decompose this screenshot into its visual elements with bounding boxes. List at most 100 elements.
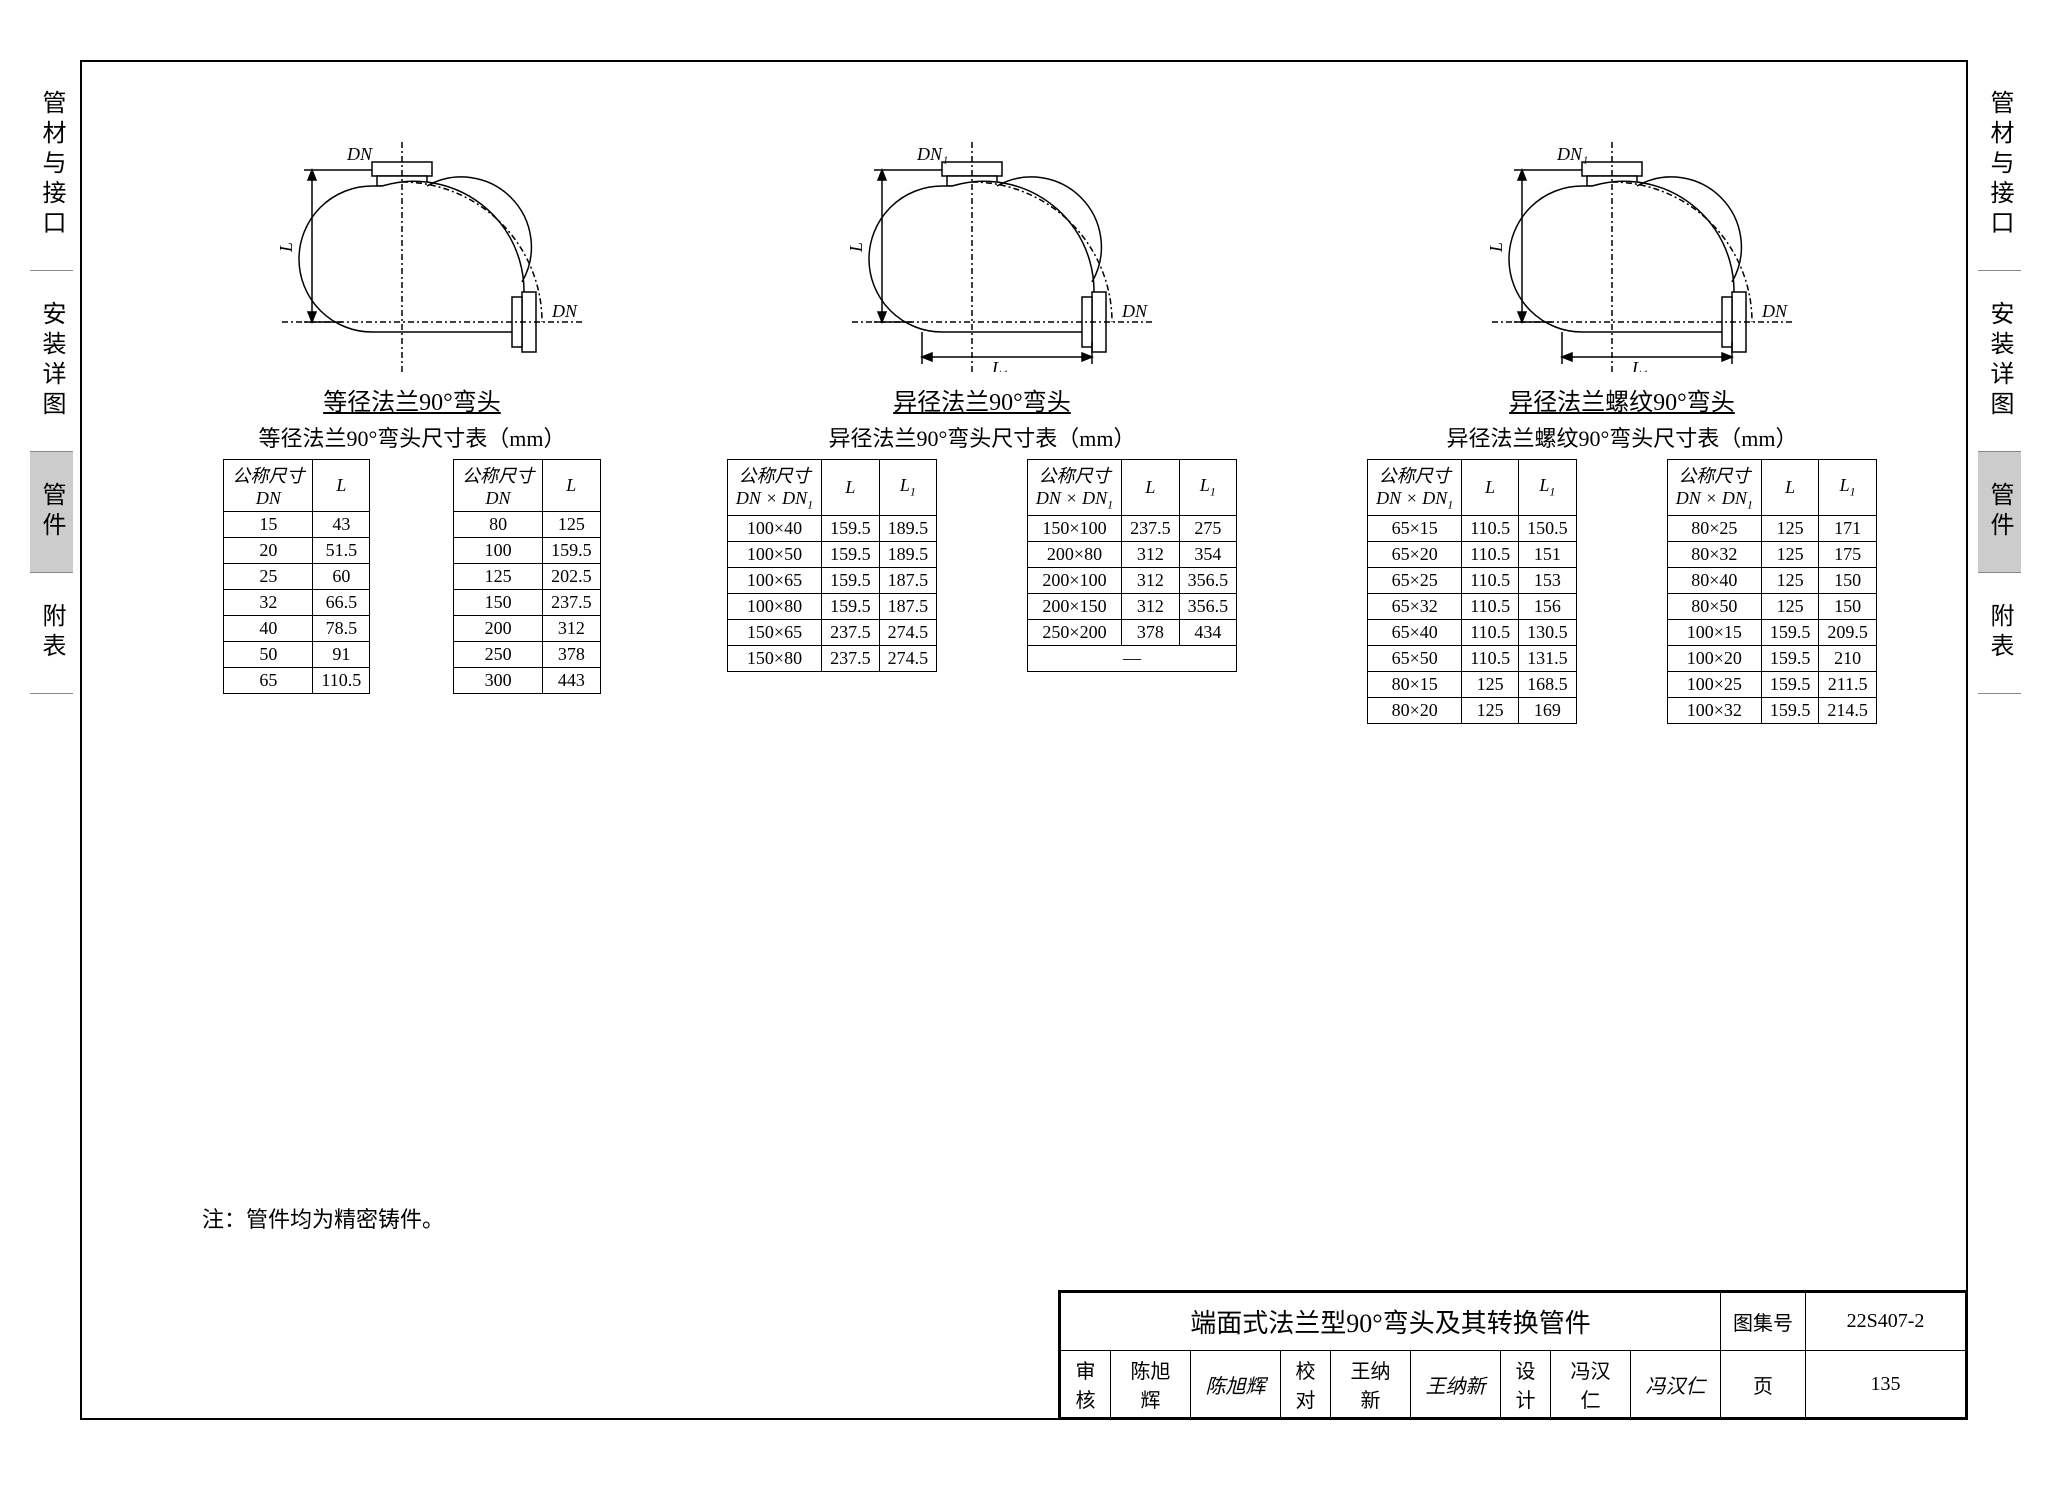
dimension-table: 公称尺寸DN × DN1LL1100×40159.5189.5100×50159… — [727, 459, 937, 672]
person-name: 陈旭辉 — [1111, 1351, 1191, 1418]
role-label: 审核 — [1061, 1351, 1111, 1418]
table-cell: 312 — [543, 616, 601, 642]
side-tab[interactable]: 管材与接口 — [30, 60, 73, 271]
table-cell: 80×50 — [1667, 593, 1761, 619]
table-cell: 274.5 — [879, 619, 937, 645]
elbow-section: DN L DN 等径法兰90°弯头等径法兰90°弯头尺寸表（mm）公称尺寸DNL… — [182, 142, 642, 694]
table-cell: 312 — [1122, 593, 1180, 619]
table-row: 4078.5 — [224, 616, 370, 642]
table-cell: 274.5 — [879, 645, 937, 671]
table-cell: 159.5 — [822, 515, 880, 541]
table-cell: 131.5 — [1519, 645, 1577, 671]
side-tab[interactable]: 安装详图 — [30, 271, 73, 452]
table-row: 250378 — [454, 642, 601, 668]
table-pair: 公称尺寸DN × DN1LL165×15110.5150.565×20110.5… — [1322, 459, 1922, 724]
table-cell: 237.5 — [1122, 515, 1180, 541]
table-cell: 200×100 — [1027, 567, 1121, 593]
table-cell: 171 — [1819, 515, 1877, 541]
table-cell: 80×40 — [1667, 567, 1761, 593]
elbow-section: DN₁ L L₁ DN 异径法兰螺纹90°弯头异径法兰螺纹90°弯头尺寸表（mm… — [1322, 142, 1922, 724]
table-cell: 209.5 — [1819, 619, 1877, 645]
table-cell: 51.5 — [313, 538, 370, 564]
page-label: 页 — [1721, 1351, 1806, 1418]
table-row: 250×200378434 — [1027, 619, 1236, 645]
table-row: 200×80312354 — [1027, 541, 1236, 567]
table-header: L1 — [1179, 460, 1237, 516]
table-cell: 169 — [1519, 697, 1577, 723]
table-cell: 66.5 — [313, 590, 370, 616]
table-cell: 125 — [1761, 541, 1819, 567]
table-cell: 443 — [543, 668, 601, 694]
table-row: 65×20110.5151 — [1368, 541, 1577, 567]
table-cell: 150.5 — [1519, 515, 1577, 541]
table-row: 1543 — [224, 512, 370, 538]
content-area: DN L DN 等径法兰90°弯头等径法兰90°弯头尺寸表（mm）公称尺寸DNL… — [182, 142, 2030, 724]
table-cell: 110.5 — [1462, 515, 1519, 541]
signature: 王纳新 — [1411, 1351, 1501, 1418]
elbow-diagram: DN₁ L L₁ DN — [1432, 142, 1812, 372]
table-pair: 公称尺寸DN × DN1LL1100×40159.5189.5100×50159… — [682, 459, 1282, 672]
table-cell: 65 — [224, 668, 313, 694]
table-cell: 110.5 — [313, 668, 370, 694]
table-cell: 32 — [224, 590, 313, 616]
dim-label: DN₁ — [916, 144, 948, 164]
role-label: 校对 — [1281, 1351, 1331, 1418]
table-row: 100159.5 — [454, 538, 601, 564]
table-cell: 378 — [1122, 619, 1180, 645]
table-cell: 100×25 — [1667, 671, 1761, 697]
drawing-frame: DN L DN 等径法兰90°弯头等径法兰90°弯头尺寸表（mm）公称尺寸DNL… — [80, 60, 1968, 1420]
footnote: 注：管件均为精密铸件。 — [202, 1202, 444, 1234]
dim-label: DN — [1121, 301, 1148, 321]
table-row: 65×32110.5156 — [1368, 593, 1577, 619]
table-header: L — [1462, 460, 1519, 516]
dimension-table: 公称尺寸DN × DN1LL165×15110.5150.565×20110.5… — [1367, 459, 1577, 724]
table-cell: 159.5 — [1761, 619, 1819, 645]
table-cell: 159.5 — [1761, 645, 1819, 671]
table-row: 100×65159.5187.5 — [727, 567, 936, 593]
drawing-title: 端面式法兰型90°弯头及其转换管件 — [1061, 1293, 1721, 1351]
dimension-table: 公称尺寸DN × DN1LL180×2512517180×3212517580×… — [1667, 459, 1877, 724]
table-cell: 159.5 — [543, 538, 601, 564]
table-row: 300443 — [454, 668, 601, 694]
person-name: 王纳新 — [1331, 1351, 1411, 1418]
table-cell: 187.5 — [879, 593, 937, 619]
table-header: 公称尺寸DN × DN1 — [1027, 460, 1121, 516]
table-cell: 159.5 — [1761, 671, 1819, 697]
table-header: L — [822, 460, 880, 516]
table-cell: 250×200 — [1027, 619, 1121, 645]
table-cell: 65×15 — [1368, 515, 1462, 541]
dim-label: L₁ — [1631, 358, 1648, 372]
table-cell: 65×25 — [1368, 567, 1462, 593]
table-header: L — [543, 460, 601, 512]
table-cell: 187.5 — [879, 567, 937, 593]
table-cell: 100 — [454, 538, 543, 564]
table-cell: 150×65 — [727, 619, 821, 645]
table-cell: 150×80 — [727, 645, 821, 671]
table-row: 150237.5 — [454, 590, 601, 616]
table-cell: 168.5 — [1519, 671, 1577, 697]
side-tab[interactable]: 管件 — [30, 452, 73, 573]
side-tab[interactable]: 附表 — [30, 573, 73, 694]
signature: 冯汉仁 — [1631, 1351, 1721, 1418]
table-cell: 150 — [454, 590, 543, 616]
dim-label: L — [276, 242, 296, 253]
table-cell: 356.5 — [1179, 567, 1237, 593]
table-cell: 300 — [454, 668, 543, 694]
table-cell: 65×40 — [1368, 619, 1462, 645]
table-header: 公称尺寸DN × DN1 — [727, 460, 821, 516]
table-cell: 100×15 — [1667, 619, 1761, 645]
table-cell: 110.5 — [1462, 619, 1519, 645]
dimension-table: 公称尺寸DN × DN1LL1150×100237.5275200×803123… — [1027, 459, 1237, 672]
table-cell: 65×32 — [1368, 593, 1462, 619]
table-cell: 130.5 — [1519, 619, 1577, 645]
set-number: 22S407-2 — [1806, 1293, 1966, 1351]
table-cell: 50 — [224, 642, 313, 668]
table-header: 公称尺寸DN — [224, 460, 313, 512]
table-cell: 150×100 — [1027, 515, 1121, 541]
table-row: 100×40159.5189.5 — [727, 515, 936, 541]
table-cell: 100×40 — [727, 515, 821, 541]
table-row: 5091 — [224, 642, 370, 668]
table-row: — — [1027, 645, 1236, 671]
table-cell: 356.5 — [1179, 593, 1237, 619]
table-cell: 20 — [224, 538, 313, 564]
